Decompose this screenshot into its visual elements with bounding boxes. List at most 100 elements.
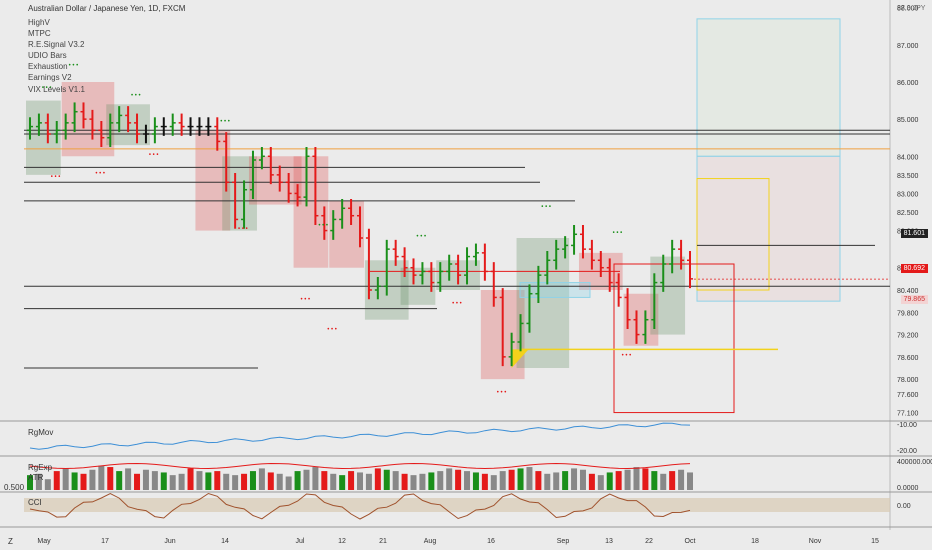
indicator-item[interactable]: Exhaustion [28, 62, 68, 72]
volume-bar [339, 475, 346, 490]
current-price-tag: 80.692 [900, 264, 928, 273]
volume-bar [53, 471, 60, 490]
indicator-list: HighV MTPC R.E.Signal V3.2 UDIO Bars Exh… [28, 17, 85, 95]
time-axis-label: Jul [296, 538, 305, 545]
price-bar [178, 113, 185, 136]
indicator-item[interactable]: MTPC [28, 29, 51, 39]
price-tick-label: 79.800 [897, 310, 919, 317]
volume-bar [267, 472, 274, 490]
time-axis-label: May [37, 538, 51, 545]
yellow-triangle [511, 349, 529, 368]
price-bar [312, 147, 319, 225]
volume-bar [392, 471, 399, 490]
price-bar [562, 236, 569, 259]
time-axis-label: 14 [221, 538, 229, 545]
price-bar [374, 277, 381, 300]
rgmov-label[interactable]: RgMov [28, 428, 54, 437]
price-bar [294, 184, 301, 207]
price-bar [89, 109, 96, 140]
atr-label[interactable]: ATR [28, 473, 44, 482]
price-bar [205, 117, 212, 136]
level-tag: 81.601 [900, 229, 928, 238]
price-bar [241, 180, 248, 229]
signal-zone [650, 256, 686, 335]
price-bar [579, 225, 586, 259]
price-tick-label: 77.100 [897, 411, 919, 418]
volume-bar [321, 471, 328, 490]
price-bar [588, 239, 595, 270]
price-bar [642, 310, 649, 344]
indicator-item[interactable]: VIX Levels V1.1 [28, 84, 85, 94]
volume-bar [579, 469, 586, 490]
volume-bar [446, 468, 453, 490]
volume-bar [374, 468, 381, 490]
volume-bar [35, 473, 42, 490]
price-bar [446, 254, 453, 281]
price-tick-label: 85.000 [897, 117, 919, 124]
price-tick-label: 86.000 [897, 80, 919, 87]
signal-dots: • • • [69, 63, 79, 69]
volume-bar [535, 471, 542, 490]
price-bar [472, 243, 479, 266]
regexp-label[interactable]: RgExp [28, 463, 53, 472]
price-bar [303, 147, 310, 207]
price-bar [410, 258, 417, 285]
price-bar [615, 273, 622, 307]
signal-zone [516, 238, 570, 368]
left-value: 0.500 [4, 483, 25, 492]
volume-bar [294, 471, 301, 490]
signal-dots: • • • [238, 227, 248, 233]
price-bar [142, 124, 149, 144]
time-axis-label: 18 [751, 538, 759, 545]
price-bar [53, 121, 60, 144]
time-axis-label: 22 [645, 538, 653, 545]
volume-bar [588, 473, 595, 490]
volume-tick: 400000.0000 [897, 459, 932, 466]
volume-tick: 0.0000 [897, 485, 919, 492]
volume-bar [651, 471, 658, 490]
volume-bar [544, 473, 551, 490]
price-bar [151, 117, 158, 144]
price-bar [455, 254, 462, 285]
corner-marker[interactable]: Z [8, 537, 13, 546]
price-bar [481, 243, 488, 281]
price-bar [160, 117, 167, 136]
signal-zone [329, 200, 364, 268]
price-bar [71, 102, 78, 133]
volume-bar [383, 469, 390, 490]
volume-bar [687, 472, 693, 490]
volume-bar [330, 473, 337, 490]
price-bar [107, 113, 114, 147]
cci-label[interactable]: CCI [28, 498, 42, 507]
volume-bar [169, 475, 176, 490]
price-bar [383, 239, 390, 296]
signal-dots: • • • [300, 297, 310, 303]
volume-bar [419, 473, 426, 490]
volume-bar [187, 468, 194, 490]
price-tick-label: 78.600 [897, 355, 919, 362]
volume-bar [597, 475, 604, 490]
time-axis-label: Oct [685, 538, 696, 545]
price-bar [196, 117, 203, 136]
price-bar [27, 117, 33, 140]
signal-dots: • • • [327, 327, 337, 333]
volume-bar [160, 472, 167, 490]
signal-zone [222, 156, 257, 231]
volume-bar [249, 471, 256, 490]
volume-bar [44, 479, 51, 490]
price-bar [232, 173, 239, 229]
indicator-item[interactable]: HighV [28, 18, 50, 27]
cyan-zone [519, 282, 591, 298]
price-bar [437, 262, 444, 292]
volume-bar [562, 471, 569, 490]
volume-bar [571, 468, 578, 490]
price-bar [669, 239, 676, 274]
volume-bar [428, 472, 435, 490]
volume-bar [196, 471, 203, 490]
indicator-item[interactable]: UDIO Bars [28, 51, 67, 61]
price-bar [624, 288, 631, 329]
indicator-item[interactable]: Earnings V2 [28, 73, 72, 83]
price-tick-label: 77.600 [897, 392, 919, 399]
indicator-item[interactable]: R.E.Signal V3.2 [28, 40, 85, 50]
